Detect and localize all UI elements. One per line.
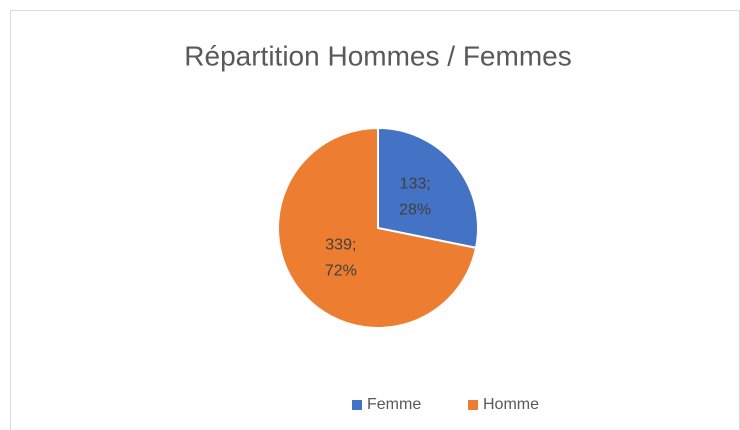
data-label: 133; 28%	[399, 176, 431, 219]
legend-label: Homme	[483, 396, 539, 413]
legend-label: Femme	[367, 396, 421, 413]
legend-swatch	[352, 400, 362, 410]
pie-slice	[377, 126, 479, 250]
legend-swatch	[468, 400, 478, 410]
chart-title: Répartition Hommes / Femmes	[184, 40, 571, 71]
data-label: 339; 72%	[325, 237, 357, 280]
pie-slice	[277, 126, 478, 329]
